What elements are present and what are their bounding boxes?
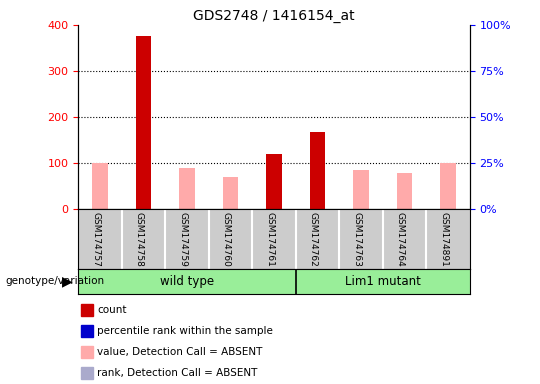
Bar <box>354 170 369 209</box>
Text: wild type: wild type <box>160 275 214 288</box>
Bar <box>136 36 151 209</box>
Bar <box>296 269 470 294</box>
Text: GSM174758: GSM174758 <box>134 212 144 267</box>
Text: rank, Detection Call = ABSENT: rank, Detection Call = ABSENT <box>97 368 258 378</box>
Text: GSM174760: GSM174760 <box>221 212 231 267</box>
Text: GSM174762: GSM174762 <box>308 212 318 267</box>
Bar <box>92 163 107 209</box>
Text: Lim1 mutant: Lim1 mutant <box>345 275 421 288</box>
Bar <box>441 163 456 209</box>
Bar <box>310 132 325 209</box>
Text: ▶: ▶ <box>62 274 73 288</box>
Text: value, Detection Call = ABSENT: value, Detection Call = ABSENT <box>97 347 262 357</box>
Title: GDS2748 / 1416154_at: GDS2748 / 1416154_at <box>193 8 355 23</box>
Text: genotype/variation: genotype/variation <box>5 276 105 286</box>
Bar <box>78 269 296 294</box>
Text: GSM174759: GSM174759 <box>178 212 187 267</box>
Text: GSM174761: GSM174761 <box>265 212 274 267</box>
Text: GSM174891: GSM174891 <box>439 212 448 267</box>
Bar <box>223 177 238 209</box>
Text: count: count <box>97 305 127 315</box>
Bar <box>179 168 194 209</box>
Text: GSM174757: GSM174757 <box>91 212 100 267</box>
Text: GSM174763: GSM174763 <box>352 212 361 267</box>
Bar <box>266 154 282 209</box>
Text: percentile rank within the sample: percentile rank within the sample <box>97 326 273 336</box>
Text: GSM174764: GSM174764 <box>395 212 404 267</box>
Bar <box>397 173 412 209</box>
